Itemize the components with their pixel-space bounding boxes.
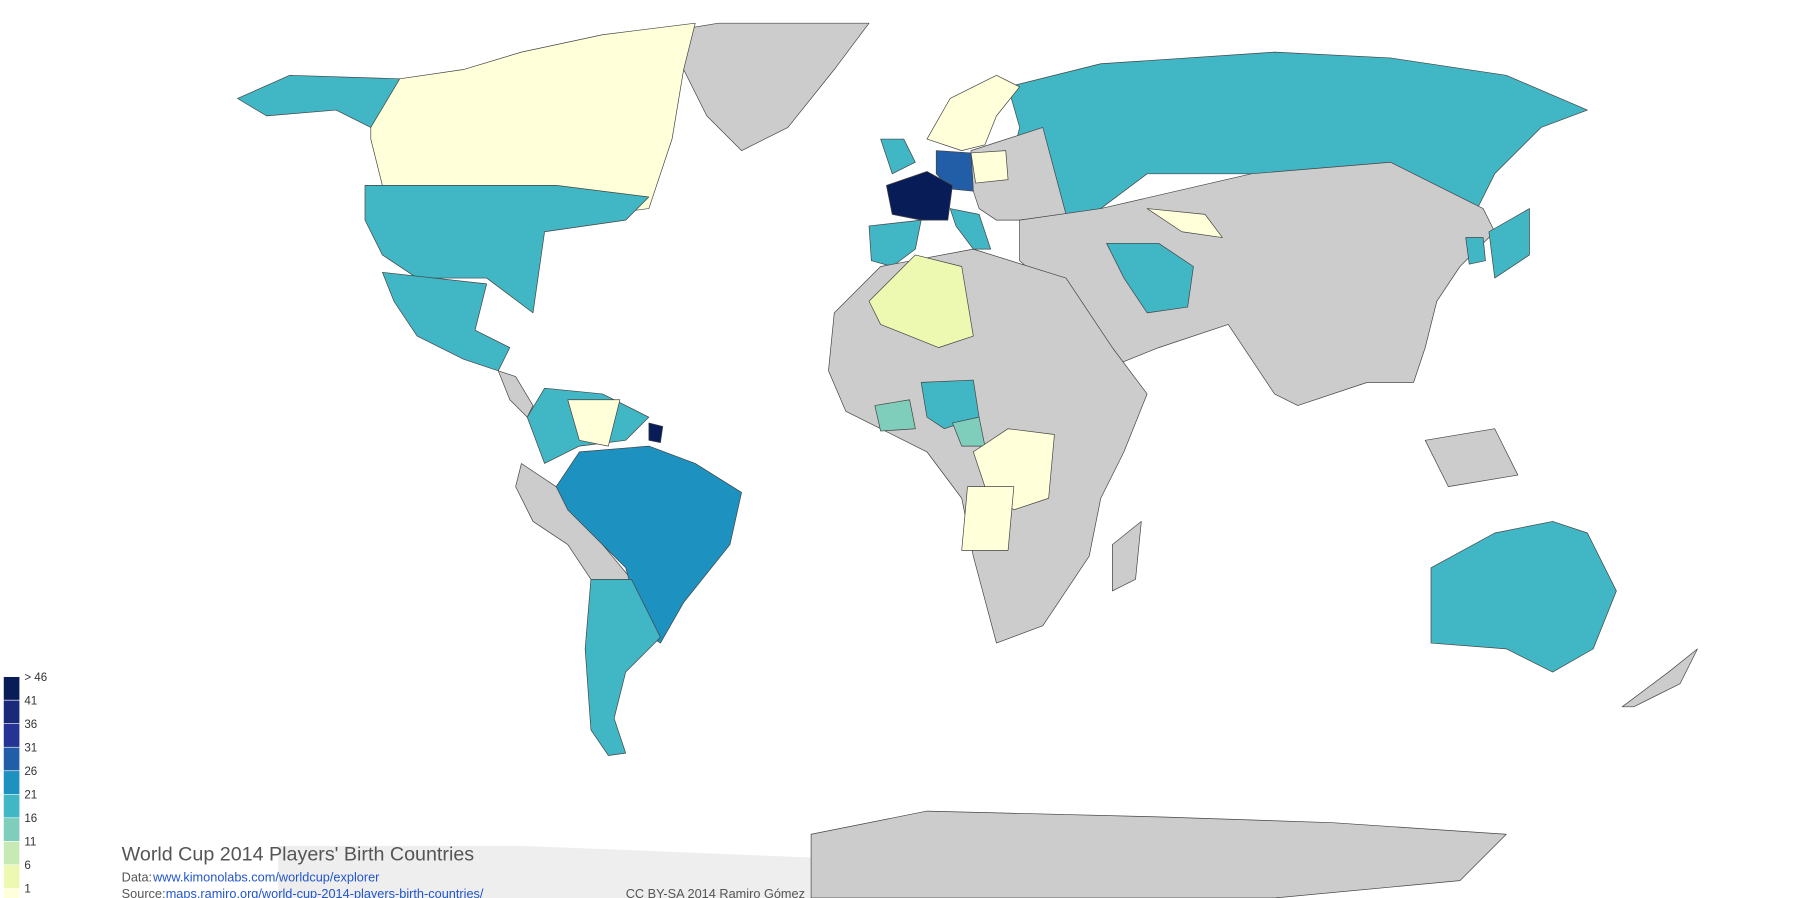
french-guiana bbox=[648, 422, 664, 443]
map-title: World Cup 2014 Players' Birth Countries bbox=[122, 843, 475, 865]
legend-swatch bbox=[3, 841, 20, 866]
new-zealand bbox=[1621, 648, 1698, 708]
antarctica bbox=[810, 810, 1507, 898]
argentina bbox=[584, 579, 661, 756]
alaska bbox=[237, 74, 401, 128]
japan bbox=[1488, 208, 1530, 279]
data-link[interactable]: www.kimonolabs.com/worldcup/explorer bbox=[152, 870, 380, 885]
angola bbox=[961, 486, 1015, 551]
legend-label: 6 bbox=[24, 860, 30, 872]
germany bbox=[935, 150, 974, 192]
mexico bbox=[382, 271, 511, 372]
legend-swatch bbox=[3, 793, 20, 819]
legend: > 46 41 36 31 26 21 16 11 6 1 bbox=[3, 672, 47, 898]
source-link[interactable]: maps.ramiro.org/world-cup-2014-players-b… bbox=[166, 886, 484, 898]
algeria bbox=[868, 254, 974, 348]
se-asia-islands bbox=[1424, 428, 1519, 488]
usa bbox=[364, 185, 650, 314]
madagascar bbox=[1112, 521, 1142, 592]
source-label: Source: bbox=[122, 886, 166, 898]
legend-label: 41 bbox=[24, 695, 37, 707]
data-label: Data: bbox=[122, 870, 152, 885]
legend-swatch bbox=[3, 770, 20, 795]
ghana-ivory-coast bbox=[874, 399, 916, 432]
legend-swatch bbox=[3, 888, 20, 898]
australia bbox=[1430, 521, 1617, 673]
credit: CC BY-SA 2014 Ramiro Gómez bbox=[626, 886, 805, 898]
poland bbox=[970, 150, 1009, 184]
italy bbox=[949, 208, 992, 250]
greenland bbox=[648, 22, 870, 151]
legend-label: 36 bbox=[24, 719, 37, 731]
uk bbox=[880, 138, 916, 175]
legend-label: 21 bbox=[24, 790, 37, 802]
legend-label: 26 bbox=[24, 766, 37, 778]
legend-swatch bbox=[3, 723, 20, 748]
legend-swatch bbox=[3, 817, 20, 842]
legend-swatch bbox=[3, 699, 20, 725]
uzbekistan bbox=[1146, 208, 1223, 238]
legend-label: 1 bbox=[24, 884, 30, 896]
antarctica-shaded bbox=[278, 845, 812, 898]
legend-label: > 46 bbox=[24, 672, 47, 684]
venezuela bbox=[567, 399, 621, 447]
legend-label: 31 bbox=[24, 742, 37, 754]
map-canvas: > 46 41 36 31 26 21 16 11 6 1 World Cup 2014 Play… bbox=[3, 22, 1698, 898]
legend-swatch bbox=[3, 864, 20, 889]
korea bbox=[1465, 237, 1486, 265]
legend-label: 16 bbox=[24, 813, 37, 825]
iran bbox=[1106, 242, 1194, 314]
legend-swatch bbox=[3, 746, 20, 772]
world-map bbox=[237, 22, 1698, 898]
eastern-europe bbox=[970, 127, 1067, 221]
legend-label: 11 bbox=[24, 837, 36, 849]
central-america bbox=[497, 370, 534, 418]
legend-swatch bbox=[3, 676, 20, 701]
scandinavia bbox=[926, 74, 1021, 151]
france bbox=[886, 171, 953, 221]
brazil bbox=[555, 445, 742, 644]
spain bbox=[868, 219, 922, 267]
